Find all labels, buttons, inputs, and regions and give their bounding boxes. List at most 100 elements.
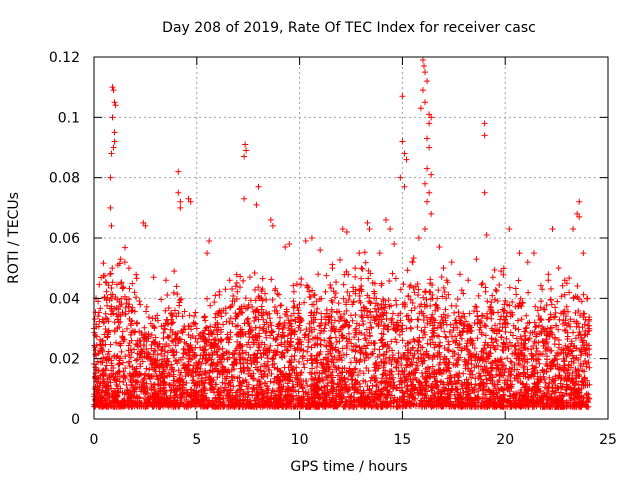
data-point bbox=[102, 389, 109, 396]
data-point bbox=[432, 378, 439, 385]
data-point bbox=[306, 288, 313, 295]
data-point bbox=[157, 393, 164, 400]
data-point bbox=[441, 359, 448, 366]
data-point bbox=[294, 304, 301, 311]
data-point bbox=[192, 344, 199, 351]
data-point bbox=[323, 272, 330, 279]
data-point bbox=[290, 396, 297, 403]
data-point bbox=[126, 301, 133, 308]
data-point bbox=[513, 355, 520, 362]
data-point bbox=[192, 393, 199, 400]
data-point bbox=[484, 314, 491, 321]
data-point bbox=[475, 363, 482, 370]
data-point bbox=[474, 312, 481, 319]
data-point bbox=[159, 346, 166, 353]
data-point bbox=[214, 361, 221, 368]
data-point bbox=[434, 324, 441, 331]
data-point bbox=[106, 393, 113, 400]
data-point bbox=[513, 291, 520, 298]
data-point bbox=[395, 355, 402, 362]
data-point bbox=[586, 351, 593, 358]
data-point bbox=[337, 386, 344, 393]
data-point bbox=[496, 394, 503, 401]
data-point bbox=[295, 358, 302, 365]
data-point bbox=[421, 324, 428, 331]
data-point bbox=[352, 273, 359, 280]
data-point bbox=[160, 335, 167, 342]
data-point bbox=[403, 325, 410, 332]
data-point bbox=[512, 342, 519, 349]
data-point bbox=[140, 342, 147, 349]
data-point bbox=[379, 311, 386, 318]
data-point bbox=[203, 357, 210, 364]
data-point bbox=[263, 319, 270, 326]
data-point bbox=[494, 364, 501, 371]
data-point bbox=[260, 350, 267, 357]
data-point bbox=[276, 314, 283, 321]
data-point bbox=[454, 324, 461, 331]
data-point bbox=[223, 375, 230, 382]
data-point bbox=[530, 342, 537, 349]
data-point bbox=[471, 400, 478, 407]
data-point bbox=[104, 334, 111, 341]
data-point bbox=[440, 311, 447, 318]
data-point bbox=[269, 296, 276, 303]
data-point bbox=[212, 310, 219, 317]
data-point bbox=[126, 363, 133, 370]
data-point bbox=[223, 349, 230, 356]
data-point bbox=[221, 356, 228, 363]
data-point bbox=[324, 386, 331, 393]
data-point bbox=[301, 364, 308, 371]
data-point bbox=[312, 316, 319, 323]
data-point bbox=[119, 389, 126, 396]
data-point bbox=[259, 286, 266, 293]
data-point bbox=[256, 330, 263, 337]
data-point bbox=[499, 346, 506, 353]
data-point bbox=[212, 395, 219, 402]
data-point bbox=[299, 401, 306, 408]
data-point bbox=[521, 328, 528, 335]
data-point bbox=[397, 310, 404, 317]
data-point bbox=[297, 371, 304, 378]
data-point bbox=[560, 367, 567, 374]
data-point bbox=[586, 325, 593, 332]
data-point bbox=[343, 307, 350, 314]
data-point bbox=[191, 353, 198, 360]
data-point bbox=[284, 347, 291, 354]
data-point bbox=[579, 378, 586, 385]
data-point bbox=[305, 283, 312, 290]
data-point bbox=[442, 368, 449, 375]
data-point bbox=[218, 313, 225, 320]
data-point bbox=[239, 310, 246, 317]
data-point bbox=[533, 323, 540, 330]
data-point bbox=[100, 372, 107, 379]
data-point bbox=[146, 373, 153, 380]
data-point bbox=[308, 357, 315, 364]
data-point bbox=[434, 295, 441, 302]
data-point bbox=[403, 313, 410, 320]
data-point bbox=[552, 352, 559, 359]
data-point bbox=[452, 403, 459, 410]
data-point bbox=[237, 397, 244, 404]
data-point bbox=[185, 361, 192, 368]
data-point bbox=[405, 355, 412, 362]
data-point bbox=[347, 359, 354, 366]
data-point bbox=[396, 331, 403, 338]
data-point bbox=[107, 379, 114, 386]
data-point bbox=[585, 395, 592, 402]
data-point bbox=[207, 323, 214, 330]
data-point bbox=[100, 260, 107, 267]
data-point bbox=[170, 338, 177, 345]
data-point bbox=[107, 402, 114, 409]
data-point bbox=[552, 309, 559, 316]
data-point bbox=[306, 294, 313, 301]
data-point bbox=[256, 381, 263, 388]
data-point bbox=[364, 383, 371, 390]
data-point bbox=[390, 399, 397, 406]
data-point bbox=[202, 367, 209, 374]
data-point bbox=[151, 325, 158, 332]
data-point bbox=[182, 326, 189, 333]
data-point bbox=[245, 391, 252, 398]
data-point bbox=[189, 368, 196, 375]
data-point bbox=[263, 393, 270, 400]
